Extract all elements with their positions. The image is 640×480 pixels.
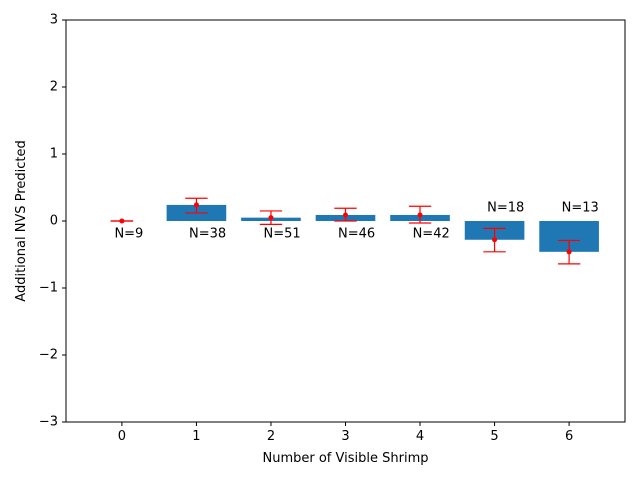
n-label-6: N=13 — [562, 201, 599, 216]
mean-point-3 — [343, 212, 348, 218]
y-tick-label: −1 — [39, 281, 58, 296]
x-tick-label: 3 — [341, 429, 349, 444]
y-axis-ticks: −3 −2 −1 0 1 2 3 — [39, 13, 66, 430]
n-label-1: N=38 — [189, 227, 226, 242]
error-bar-1 — [185, 197, 208, 214]
mean-point-6 — [566, 249, 572, 255]
y-axis-label: Additional NVS Predicted — [14, 140, 29, 301]
n-label-3: N=46 — [338, 227, 375, 242]
x-tick-label: 1 — [192, 429, 200, 444]
y-tick-label: −2 — [39, 348, 58, 363]
error-bar-3 — [334, 207, 357, 222]
n-label-5: N=18 — [487, 201, 524, 216]
n-label-2: N=51 — [264, 227, 301, 242]
error-bar-6 — [557, 239, 581, 265]
mean-point-2 — [268, 215, 274, 221]
y-tick-label: 2 — [50, 80, 58, 95]
x-tick-label: 4 — [416, 429, 424, 444]
x-tick-label: 6 — [565, 429, 573, 444]
n-label-0: N=9 — [114, 227, 143, 242]
y-tick-label: 3 — [50, 13, 58, 28]
error-bar-4 — [408, 205, 432, 224]
error-bar-2 — [259, 210, 283, 225]
bars-layer — [166, 204, 599, 252]
n-labels-layer: N=9 N=38 N=51 N=46 N=42 N=18 N=13 — [114, 201, 598, 242]
mean-point-5 — [492, 237, 498, 243]
y-tick-label: −3 — [39, 415, 58, 430]
x-axis-label: Number of Visible Shrimp — [263, 451, 429, 466]
x-tick-label: 5 — [490, 429, 498, 444]
x-axis-ticks: 0 1 2 3 4 5 6 — [118, 422, 573, 444]
error-bar-0 — [110, 218, 134, 224]
error-bar-5 — [483, 227, 506, 253]
x-tick-label: 0 — [118, 429, 126, 444]
mean-point-4 — [417, 212, 423, 218]
mean-point-0 — [119, 218, 125, 224]
y-tick-label: 1 — [50, 147, 58, 162]
x-tick-label: 2 — [267, 429, 275, 444]
error-bars-layer — [110, 197, 581, 265]
mean-point-1 — [193, 202, 199, 208]
n-label-4: N=42 — [413, 227, 450, 242]
y-tick-label: 0 — [50, 214, 58, 229]
